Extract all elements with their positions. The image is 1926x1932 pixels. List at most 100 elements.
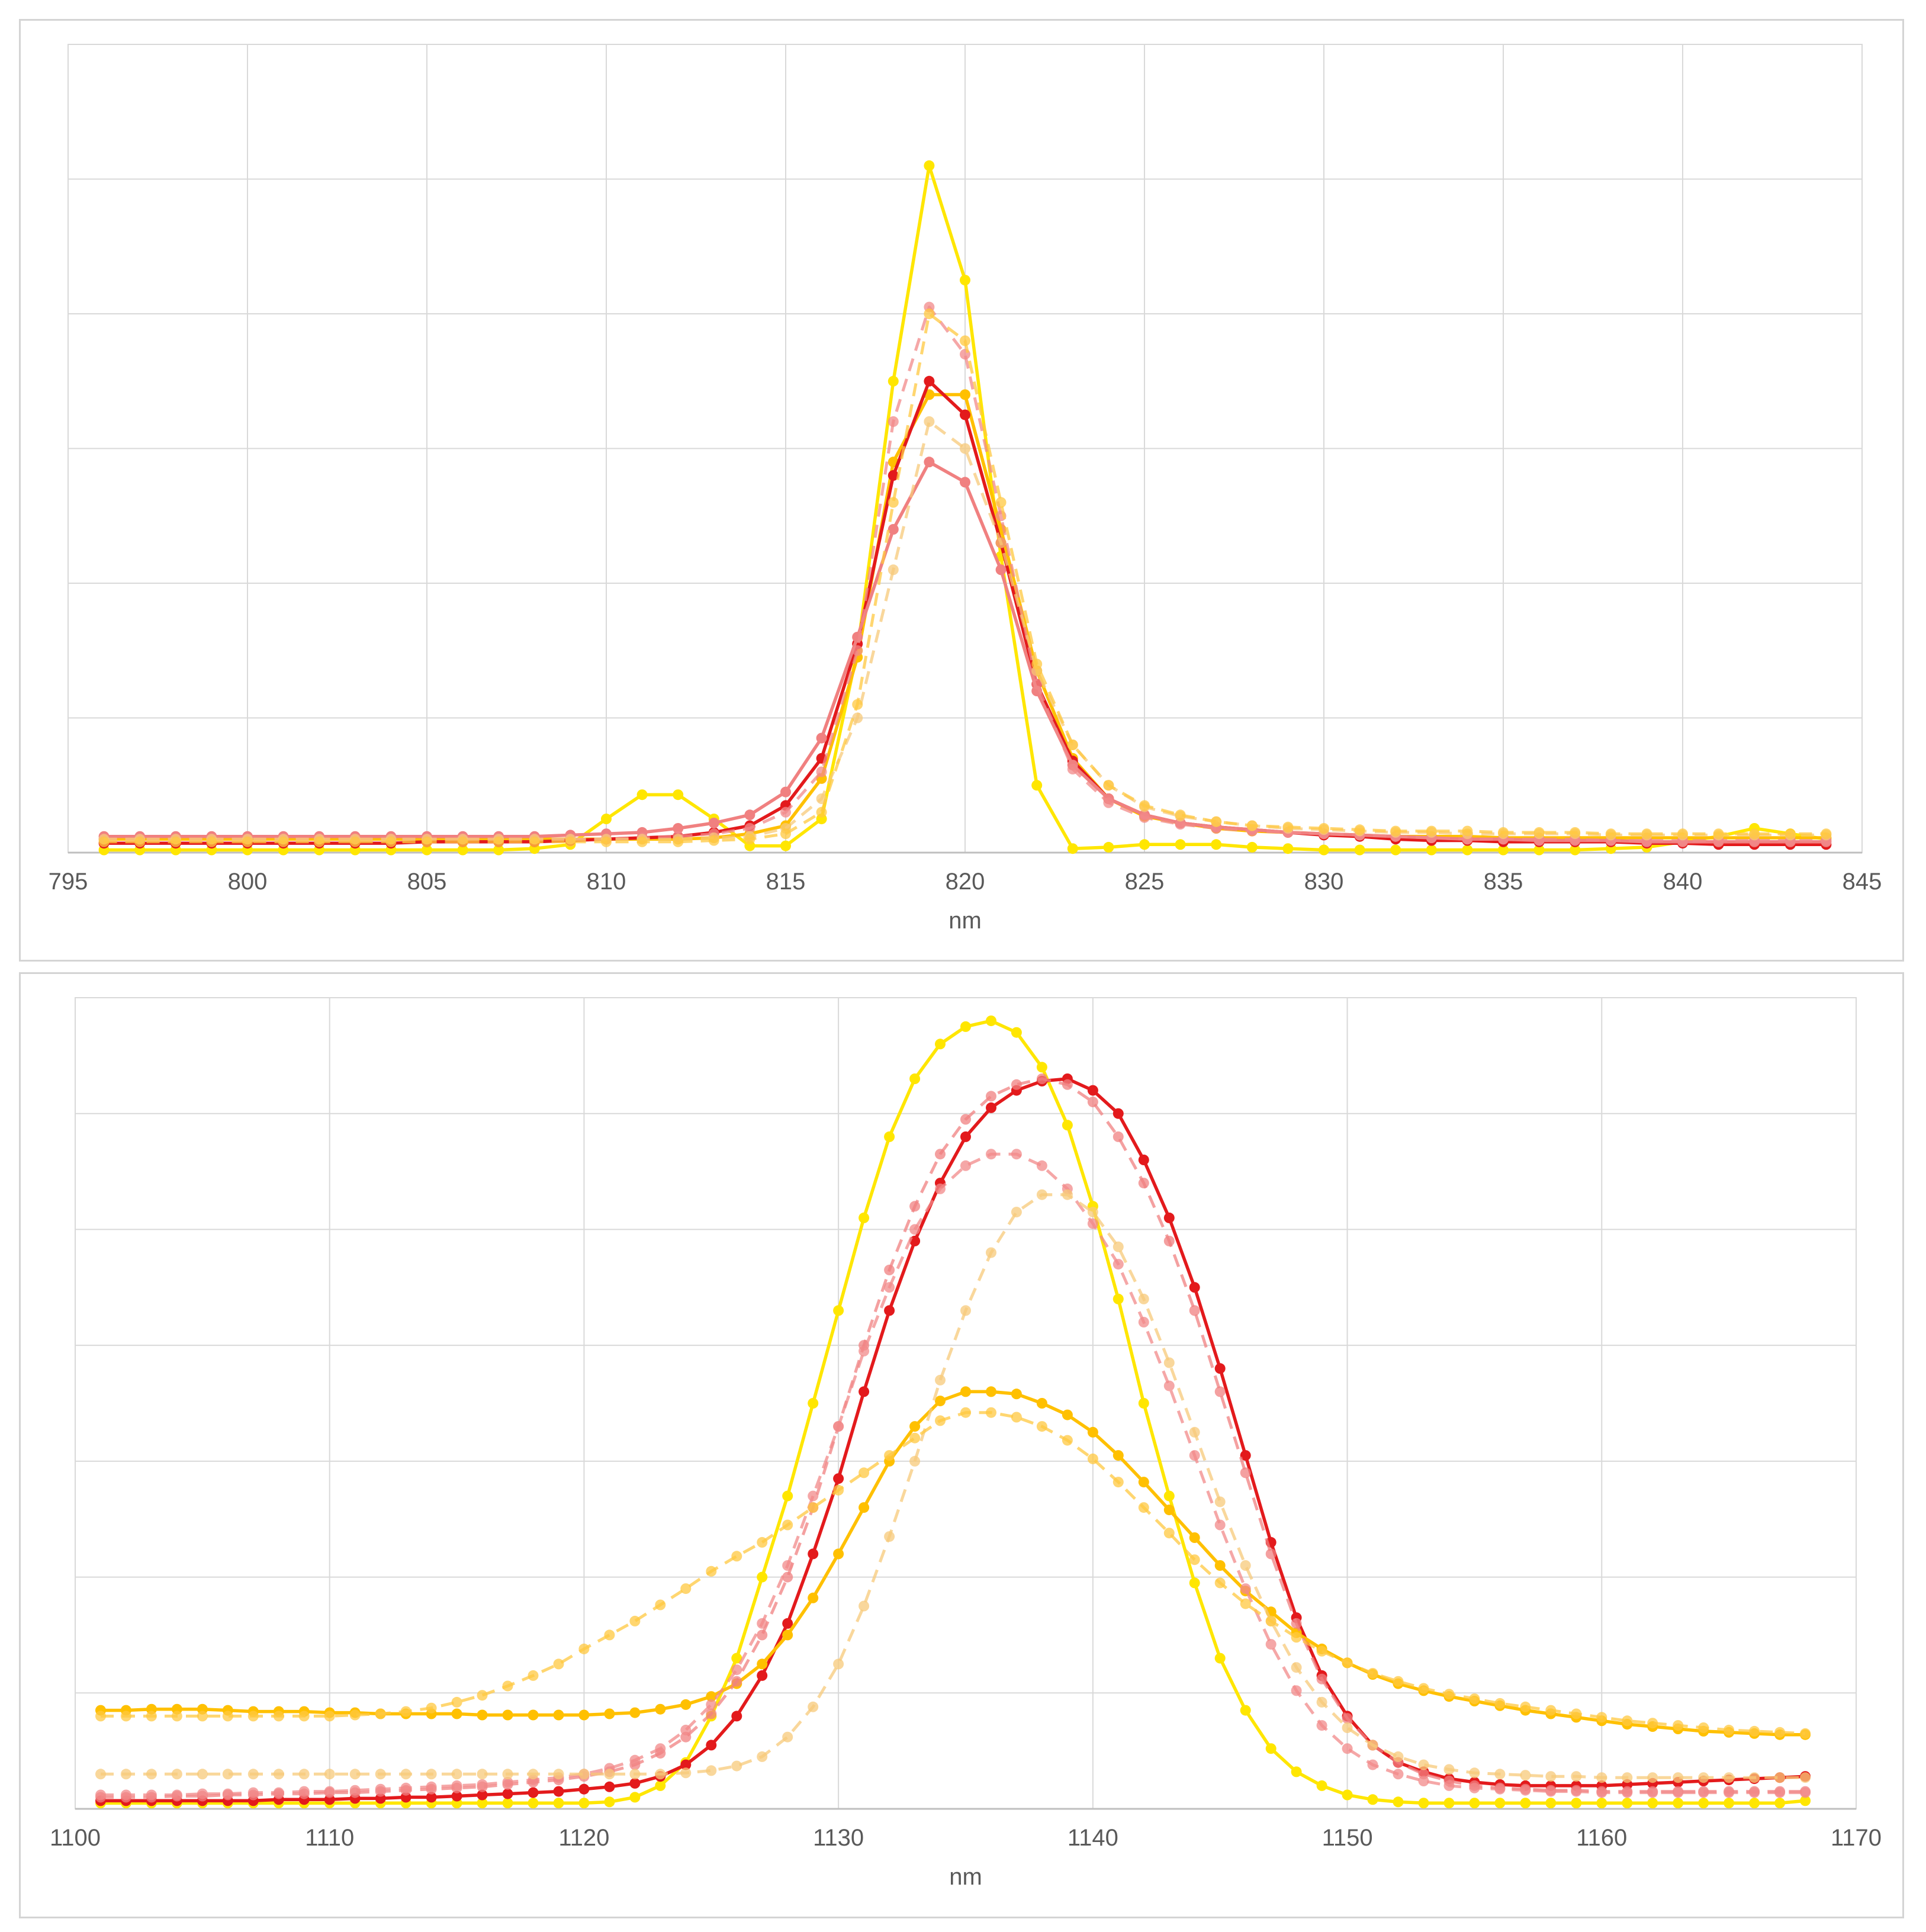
data-point [1087, 1097, 1098, 1108]
data-point [247, 1787, 259, 1798]
data-point [1031, 679, 1043, 690]
data-point [1189, 1577, 1200, 1589]
data-point [1112, 1259, 1124, 1270]
x-tick-label: 835 [1484, 869, 1523, 895]
data-point [852, 712, 863, 724]
data-point [1036, 1189, 1047, 1200]
x-tick-label: 830 [1304, 869, 1344, 895]
data-point [1087, 1207, 1098, 1218]
data-point [888, 564, 899, 576]
data-point [146, 1789, 157, 1801]
series-line [101, 1077, 1806, 1799]
data-point [1367, 1759, 1378, 1770]
data-point [706, 1740, 717, 1751]
data-point [1163, 1490, 1175, 1502]
x-tick-label: 1150 [1322, 1825, 1373, 1851]
data-point [888, 524, 899, 535]
data-point [197, 1788, 208, 1799]
data-point [935, 1415, 946, 1426]
data-point [1469, 1693, 1480, 1705]
data-point [171, 1711, 182, 1722]
data-point [680, 1767, 692, 1779]
data-point [1316, 1673, 1327, 1685]
data-point [1112, 1131, 1124, 1142]
data-point [1443, 1689, 1455, 1700]
data-point [578, 1709, 590, 1721]
data-point [1520, 1701, 1531, 1712]
data-point [604, 1796, 615, 1808]
data-point [273, 1787, 284, 1798]
data-point [780, 806, 791, 818]
data-point [477, 1789, 488, 1801]
data-point [935, 1396, 946, 1407]
data-point [884, 1264, 895, 1275]
data-point [986, 1102, 996, 1113]
data-point [757, 1658, 768, 1670]
data-point [757, 1536, 768, 1548]
data-point [1571, 1786, 1582, 1797]
data-point [636, 836, 648, 847]
data-point [1605, 828, 1616, 840]
data-point [1784, 828, 1796, 840]
data-point [680, 1583, 692, 1595]
data-point [553, 1658, 564, 1670]
data-point [1570, 827, 1581, 838]
data-point [1443, 1798, 1455, 1809]
data-point [528, 1769, 539, 1780]
data-point [1571, 1771, 1582, 1782]
data-point [1139, 812, 1150, 823]
data-point [1673, 1720, 1684, 1731]
data-point [960, 477, 970, 488]
data-point [1571, 1798, 1582, 1809]
data-point [655, 1769, 666, 1780]
data-point [1316, 1780, 1327, 1791]
data-point [924, 457, 935, 468]
data-point [426, 1792, 437, 1803]
data-point [528, 1670, 539, 1681]
data-point [1367, 1668, 1378, 1679]
data-point [1189, 1305, 1200, 1316]
x-tick-label: 810 [587, 869, 626, 895]
data-point [375, 1708, 386, 1719]
data-point [98, 836, 110, 847]
series-line [101, 1390, 1806, 1737]
data-point [909, 1432, 921, 1444]
data-point [816, 766, 827, 777]
data-point [1821, 828, 1832, 840]
data-point [960, 1160, 971, 1171]
data-point [1138, 1502, 1149, 1513]
data-point [1698, 1772, 1709, 1783]
data-point [852, 699, 863, 710]
data-point [171, 1769, 182, 1780]
data-point [1163, 1357, 1175, 1368]
data-point [1443, 1764, 1455, 1775]
series-6 [95, 1189, 1811, 1783]
data-point [1443, 1780, 1455, 1791]
data-point [960, 1114, 971, 1125]
data-point [1342, 1743, 1353, 1754]
x-axis-title: nm [948, 908, 982, 934]
data-point [1139, 800, 1150, 811]
data-point [578, 1769, 590, 1780]
data-point [1062, 1435, 1073, 1446]
data-point [1469, 1798, 1480, 1809]
data-point [1138, 1293, 1149, 1304]
data-point [629, 1792, 641, 1803]
data-point [808, 1490, 819, 1502]
data-point [1067, 740, 1078, 750]
data-point [1175, 839, 1186, 850]
data-point [278, 836, 289, 847]
data-point [1214, 1577, 1226, 1589]
data-point [1426, 825, 1437, 837]
data-point [757, 1751, 768, 1762]
data-point [1214, 1519, 1226, 1531]
data-point [1211, 839, 1222, 850]
data-point [1282, 843, 1294, 854]
data-point [1214, 1386, 1226, 1397]
data-point [146, 1769, 157, 1780]
data-point [1469, 1782, 1480, 1793]
data-point [502, 1769, 513, 1780]
data-point [604, 1708, 615, 1719]
data-point [197, 1711, 208, 1722]
data-point [833, 1473, 844, 1484]
